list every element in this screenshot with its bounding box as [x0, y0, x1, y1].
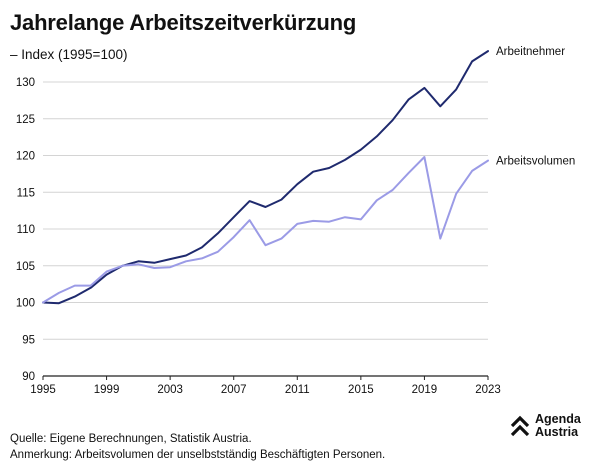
logo-line-2: Austria — [535, 425, 579, 439]
chevron-logo-icon — [510, 415, 530, 437]
y-tick-label: 100 — [16, 298, 35, 310]
x-tick-label: 1995 — [30, 384, 56, 396]
agenda-austria-logo: Agenda Austria — [510, 412, 594, 442]
series-line-2 — [42, 156, 489, 304]
y-tick-label: 125 — [16, 114, 35, 126]
x-tick-label: 2023 — [475, 384, 501, 396]
y-axis-ticks: 90 95 100 105 110 115 120 125 130 — [16, 77, 35, 383]
series-labels: Arbeitnehmer Arbeitsvolumen — [496, 46, 575, 168]
chart-title: Jahrelange Arbeitszeitverkürzung — [10, 10, 357, 35]
x-tick-label: 1999 — [94, 384, 120, 396]
y-tick-label: 130 — [16, 77, 35, 89]
y-tick-label: 115 — [17, 187, 35, 199]
y-tick-label: 95 — [22, 334, 35, 346]
line-chart: 90 95 100 105 110 115 120 125 130 1995 1999 2003 20… — [16, 46, 575, 396]
logo-line-1: Agenda — [535, 412, 581, 426]
x-tick-label: 2007 — [221, 384, 247, 396]
x-tick-label: 2003 — [157, 384, 183, 396]
source-note: Quelle: Eigene Berechnungen, Statistik A… — [10, 433, 252, 445]
x-tick-label: 2019 — [412, 384, 438, 396]
y-tick-label: 110 — [17, 224, 35, 236]
series-lines — [42, 50, 489, 305]
series-label-1: Arbeitnehmer — [496, 46, 565, 58]
series-label-2: Arbeitsvolumen — [496, 156, 575, 168]
logo-text: Agenda Austria — [535, 413, 581, 439]
y-tick-label: 105 — [16, 261, 35, 273]
y-tick-label: 120 — [16, 151, 35, 163]
x-axis-ticks: 1995 1999 2003 2007 2011 2015 2019 2023 — [30, 376, 501, 396]
footnote: Anmerkung: Arbeitsvolumen der unselbstst… — [10, 449, 386, 461]
y-tick-label: 90 — [22, 371, 35, 383]
gridlines — [43, 81, 488, 377]
x-tick-label: 2015 — [348, 384, 374, 396]
chart-subtitle: – Index (1995=100) — [10, 47, 128, 62]
x-tick-label: 2011 — [285, 384, 310, 396]
